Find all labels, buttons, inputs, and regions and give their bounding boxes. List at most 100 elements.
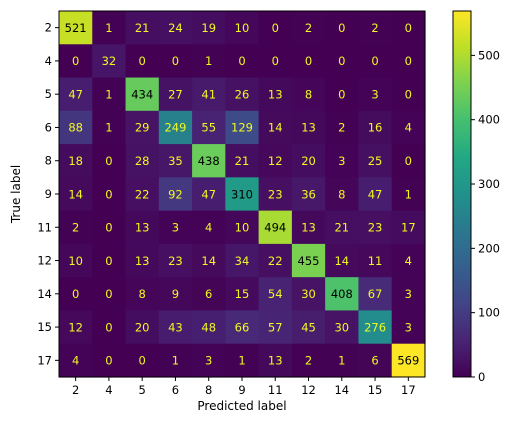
cell-9-14 (325, 177, 360, 212)
cell-value-17-4: 0 (105, 354, 112, 368)
cell-value-4-8: 1 (205, 54, 212, 68)
cell-value-5-17: 0 (405, 87, 412, 101)
cell-value-14-11: 54 (268, 287, 283, 301)
y-axis-label: True label (9, 165, 23, 224)
cell-6-9 (225, 110, 260, 145)
cell-value-4-17: 0 (405, 54, 412, 68)
cell-8-17 (391, 144, 426, 178)
colorbar-tick-label-200: 200 (478, 241, 500, 255)
cell-11-4 (92, 210, 127, 245)
cell-value-11-8: 4 (205, 221, 212, 235)
cell-12-12 (291, 243, 326, 278)
cell-2-2 (59, 11, 93, 45)
cell-17-8 (192, 343, 226, 378)
cell-value-15-12: 45 (301, 320, 316, 334)
cell-value-9-4: 0 (105, 187, 112, 201)
cell-value-9-6: 92 (168, 187, 183, 201)
cell-17-17 (391, 343, 426, 378)
cell-value-17-6: 1 (172, 354, 179, 368)
cell-15-17 (391, 310, 426, 345)
cell-2-17 (391, 11, 426, 45)
cell-value-6-5: 29 (135, 121, 150, 135)
cell-value-8-4: 0 (105, 154, 112, 168)
cell-value-11-6: 3 (172, 221, 179, 235)
cell-15-12 (291, 310, 326, 345)
cell-2-15 (358, 11, 393, 45)
cell-4-15 (358, 44, 393, 79)
cell-15-15 (358, 310, 393, 345)
cell-value-14-6: 9 (172, 287, 179, 301)
cell-9-2 (59, 177, 93, 212)
cell-14-9 (225, 277, 260, 312)
cell-4-5 (125, 44, 160, 79)
cell-value-8-6: 35 (168, 154, 183, 168)
cell-11-6 (158, 210, 193, 245)
cell-value-4-14: 0 (338, 54, 345, 68)
cell-value-2-8: 19 (201, 21, 216, 35)
cell-15-4 (92, 310, 127, 345)
cell-6-17 (391, 110, 426, 145)
x-tick-label-14: 14 (334, 383, 349, 397)
cell-14-6 (158, 277, 193, 312)
cell-15-9 (225, 310, 260, 345)
cell-value-6-15: 16 (368, 121, 383, 135)
cell-value-12-14: 14 (334, 254, 349, 268)
x-tick-label-11: 11 (268, 383, 283, 397)
cell-value-14-17: 3 (405, 287, 412, 301)
cell-value-15-4: 0 (105, 320, 112, 334)
cell-value-15-5: 20 (135, 320, 150, 334)
cell-11-15 (358, 210, 393, 245)
cell-value-2-5: 21 (135, 21, 150, 35)
cell-value-5-9: 26 (235, 87, 250, 101)
cell-12-6 (158, 243, 193, 278)
cell-12-9 (225, 243, 260, 278)
cell-11-11 (258, 210, 293, 245)
cell-value-8-15: 25 (368, 154, 383, 168)
cell-value-5-14: 0 (338, 87, 345, 101)
cell-2-12 (291, 11, 326, 45)
cell-value-5-15: 3 (371, 87, 378, 101)
y-tick-label-8: 8 (45, 154, 52, 168)
cell-12-2 (59, 243, 93, 278)
cell-17-5 (125, 343, 160, 378)
cell-value-9-14: 8 (338, 187, 345, 201)
cell-15-6 (158, 310, 193, 345)
cell-value-15-14: 30 (334, 320, 349, 334)
cell-value-14-9: 15 (235, 287, 250, 301)
cell-value-6-9: 129 (231, 121, 253, 135)
cell-value-6-4: 1 (105, 121, 112, 135)
cell-value-4-4: 32 (102, 54, 117, 68)
cell-value-2-11: 0 (272, 21, 279, 35)
cell-value-14-8: 6 (205, 287, 212, 301)
cell-value-5-11: 13 (268, 87, 283, 101)
cell-5-11 (258, 77, 293, 112)
cell-value-4-15: 0 (371, 54, 378, 68)
cell-value-4-12: 0 (305, 54, 312, 68)
cell-value-12-8: 14 (201, 254, 216, 268)
cell-5-4 (92, 77, 127, 112)
cell-4-2 (59, 44, 93, 79)
cell-11-14 (325, 210, 360, 245)
cell-9-15 (358, 177, 393, 212)
cell-value-4-2: 0 (72, 54, 79, 68)
cell-value-15-2: 12 (68, 320, 83, 334)
cell-12-14 (325, 243, 360, 278)
cell-value-17-17: 569 (397, 354, 419, 368)
cell-value-12-15: 11 (368, 254, 383, 268)
cell-value-15-9: 66 (235, 320, 250, 334)
cell-value-17-9: 1 (238, 354, 245, 368)
cell-value-9-8: 47 (201, 187, 216, 201)
cell-5-9 (225, 77, 260, 112)
cell-15-2 (59, 310, 93, 345)
cell-15-8 (192, 310, 226, 345)
cell-6-14 (325, 110, 360, 145)
y-tick-label-11: 11 (37, 220, 52, 234)
cell-12-5 (125, 243, 160, 278)
cell-value-5-2: 47 (68, 87, 83, 101)
cell-value-2-17: 0 (405, 21, 412, 35)
cell-value-12-4: 0 (105, 254, 112, 268)
x-tick-label-9: 9 (238, 383, 245, 397)
cell-11-9 (225, 210, 260, 245)
cell-8-4 (92, 144, 127, 178)
